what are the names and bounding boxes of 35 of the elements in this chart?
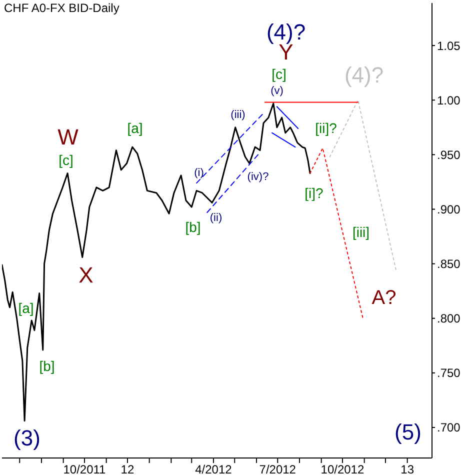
y-tick-label: .850 [437,257,461,272]
annotation: (3) [14,426,40,450]
annotation: [c] [272,66,286,82]
annotation: [a] [18,300,34,316]
x-tick-label: 13 [400,462,414,475]
y-tick-label: 1.05 [437,38,461,53]
annotation: A? [372,287,396,309]
annotation: (v) [270,85,284,97]
x-tick-label: 7/2012 [259,462,296,475]
annotation: (iv)? [247,171,269,183]
y-tick-label: .900 [437,202,461,216]
annotation: [c] [58,152,74,168]
annotation: [b] [185,219,201,235]
y-tick-label: 1.00 [437,93,461,108]
annotation: (ii) [210,212,222,224]
annotation: (4)? [344,62,384,88]
annotation: [i]? [304,185,324,201]
annotation: (iii) [230,109,246,121]
annotation: (5) [394,420,422,444]
chart-title: CHF A0-FX BID-Daily [4,1,120,15]
annotation: [ii]? [315,120,338,136]
y-tick-label: .750 [437,366,461,380]
annotation: [a] [127,120,143,136]
annotation: [b] [39,358,55,374]
annotation: [iii] [352,224,370,240]
annotation: X [78,262,94,288]
y-tick-label: .950 [437,148,461,162]
x-tick-label: 10/2012 [320,462,364,475]
annotation: W [58,124,79,150]
y-tick-label: .700 [437,420,461,435]
x-tick-label: 4/2012 [195,462,232,475]
x-tick-label: 12 [120,462,134,475]
annotation: (i) [194,167,204,179]
y-tick-label: .800 [437,312,461,326]
x-tick-label: 10/2011 [63,462,106,475]
